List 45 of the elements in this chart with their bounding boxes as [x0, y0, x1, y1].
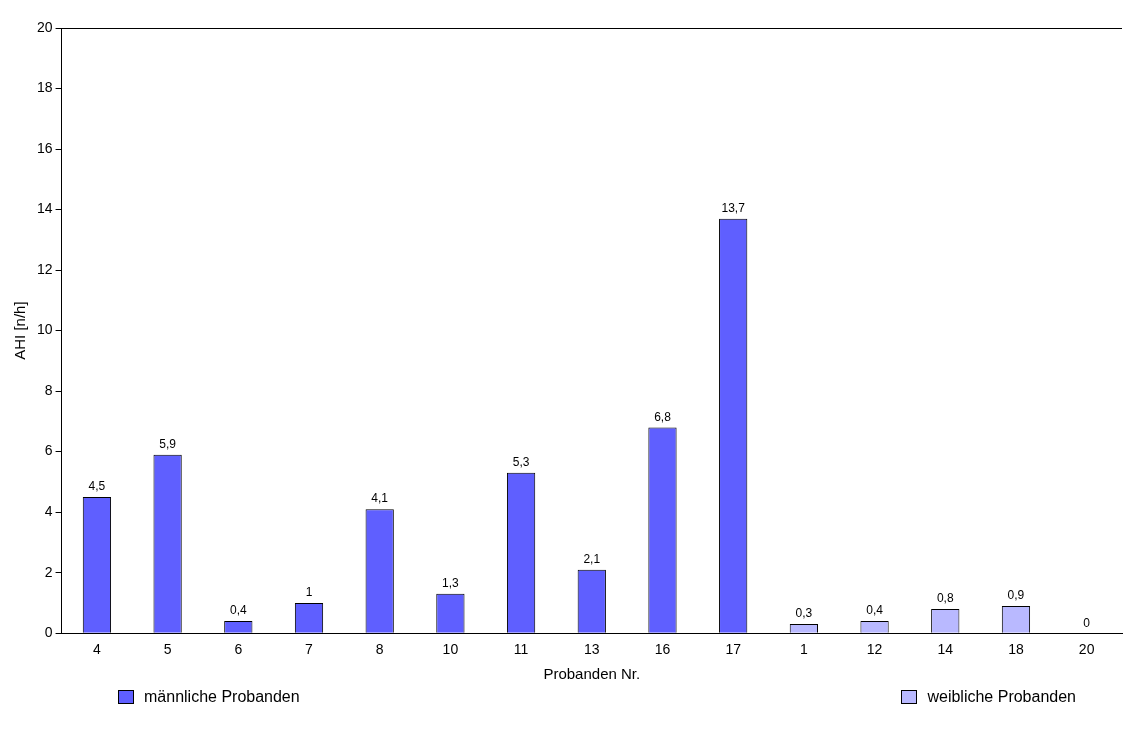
x-tick-label: 13 — [584, 641, 600, 658]
data-label: 4,5 — [88, 479, 106, 494]
data-label: 1 — [305, 585, 313, 600]
data-label: 0,4 — [866, 603, 884, 618]
legend-label: männliche Probanden — [144, 688, 300, 706]
y-tick-label: 14 — [36, 200, 53, 217]
data-label: 5,9 — [159, 436, 177, 451]
legend-label: weibliche Probanden — [927, 688, 1076, 706]
y-tick-label: 6 — [44, 442, 53, 459]
data-label: 0,3 — [795, 606, 813, 621]
y-tick-label: 20 — [36, 18, 53, 35]
data-label: 5,3 — [512, 455, 530, 470]
data-label: 2,1 — [583, 551, 601, 566]
x-tick-label: 18 — [1008, 641, 1024, 658]
x-tick-label: 8 — [375, 641, 384, 658]
data-label: 1,3 — [442, 576, 460, 591]
x-tick-label: 5 — [163, 641, 172, 658]
x-tick-label: 12 — [866, 641, 883, 658]
x-tick-label: 4 — [93, 641, 102, 658]
x-tick-label: 1 — [799, 641, 808, 658]
x-tick-label: 20 — [1078, 641, 1095, 658]
x-tick-label: 16 — [654, 641, 671, 658]
y-tick-label: 12 — [36, 260, 53, 277]
x-tick-label: 11 — [513, 641, 529, 658]
data-label: 4,1 — [371, 491, 389, 506]
y-tick-label: 8 — [44, 381, 53, 398]
x-tick-label: 6 — [234, 641, 243, 658]
y-tick-label: 0 — [44, 624, 53, 641]
y-axis-title: AHI [n/h] — [11, 301, 29, 360]
data-label: 13,7 — [721, 200, 746, 215]
data-label: 6,8 — [654, 409, 672, 424]
x-tick-label: 14 — [937, 641, 954, 658]
x-tick-label: 17 — [725, 641, 742, 658]
y-tick-label: 10 — [36, 321, 53, 338]
y-tick-label: 2 — [44, 563, 53, 580]
y-tick-label: 16 — [36, 139, 53, 156]
data-label: 0,4 — [229, 603, 247, 618]
x-tick-label: 10 — [442, 641, 459, 658]
x-axis-title: Probanden Nr. — [543, 665, 641, 683]
y-tick-label: 18 — [36, 79, 53, 96]
data-label: 0 — [1083, 615, 1091, 630]
x-tick-label: 7 — [305, 641, 314, 658]
data-label: 0,9 — [1007, 588, 1025, 603]
data-label: 0,8 — [936, 591, 954, 606]
y-tick-label: 4 — [44, 503, 53, 520]
